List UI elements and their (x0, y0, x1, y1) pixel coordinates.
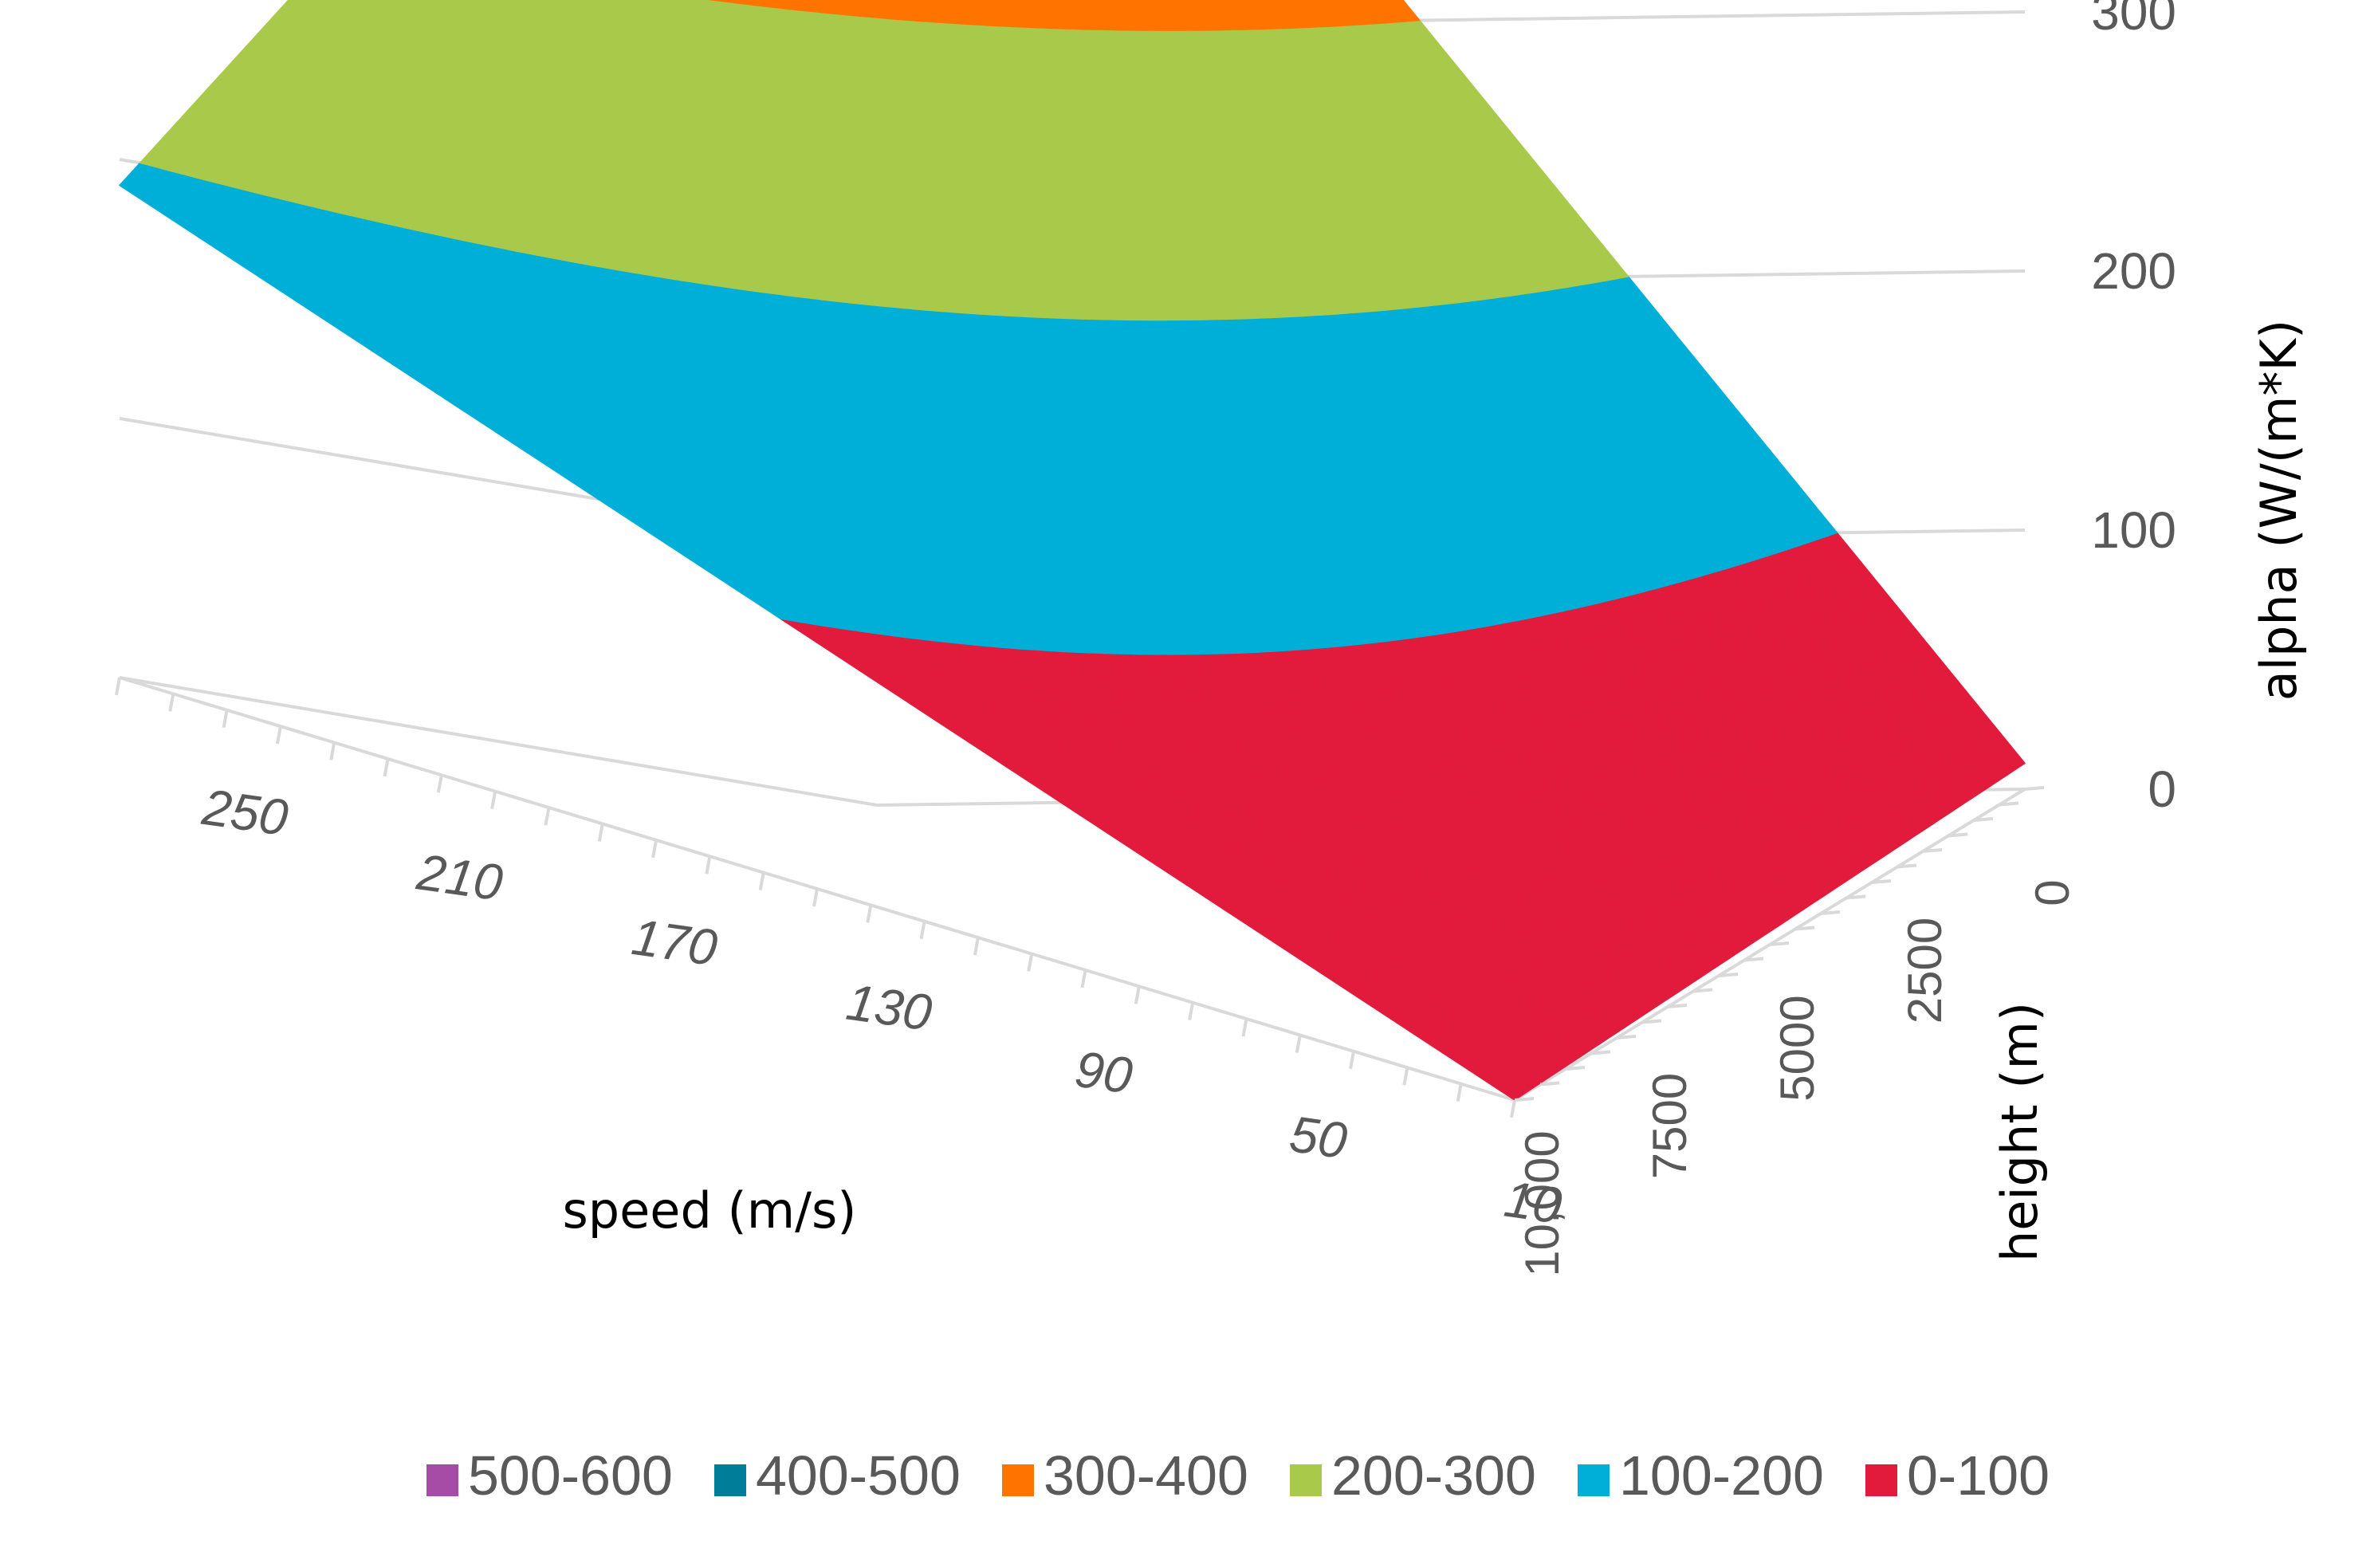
legend-swatch (1578, 1464, 1610, 1496)
speed-tick-label: 250 (198, 778, 292, 847)
height-tick-label: 5000 (1771, 995, 1824, 1101)
speed-tick-mark (1510, 1099, 1516, 1118)
height-tick-mark (1845, 894, 1866, 900)
height-axis-title: height (m) (1991, 1002, 2049, 1262)
height-tick-mark (1667, 1004, 1688, 1008)
height-tick-mark (1973, 817, 1994, 822)
speed-tick-mark (1456, 1083, 1463, 1102)
surface-band-300-400 (707, 0, 1421, 31)
speed-tick-mark (275, 725, 282, 745)
height-tick-mark (1641, 1019, 1662, 1024)
alpha-tick-label: 300 (2091, 0, 2176, 41)
alpha-tick-label: 200 (2091, 242, 2176, 300)
speed-tick-mark (383, 758, 390, 777)
legend-item: 500-600 (426, 1444, 673, 1507)
speed-tick-mark (222, 709, 229, 729)
height-tick-mark (1616, 1035, 1637, 1039)
speed-tick-mark (490, 791, 497, 810)
speed-tick-label: 130 (843, 973, 935, 1042)
surface-plot (119, 0, 2026, 1101)
legend-label: 0-100 (1907, 1444, 2050, 1507)
speed-tick-mark (1295, 1035, 1302, 1053)
speed-tick-mark (115, 677, 121, 696)
speed-tick-label: 210 (413, 843, 506, 911)
speed-tick-mark (812, 888, 819, 907)
legend-label: 300-400 (1044, 1444, 1248, 1507)
speed-tick-mark (1188, 1002, 1195, 1021)
speed-tick-mark (436, 774, 443, 793)
surface-band-0-100 (780, 532, 2026, 1101)
surface-band-200-300 (139, 0, 1629, 321)
speed-tick-mark (651, 839, 658, 859)
legend-swatch (1002, 1464, 1034, 1496)
speed-tick-mark (919, 921, 926, 940)
speed-tick-label: 170 (628, 908, 721, 977)
height-tick-mark (1948, 832, 1968, 838)
height-tick-mark (1922, 848, 1943, 853)
speed-tick-mark (1134, 985, 1141, 1004)
legend-swatch (426, 1464, 458, 1496)
height-tick-mark (1794, 925, 1815, 931)
legend-swatch (1290, 1464, 1322, 1496)
speed-tick-mark (705, 855, 712, 874)
legend-swatch (1865, 1464, 1897, 1496)
speed-tick-mark (1402, 1067, 1409, 1086)
height-axis: height (m) 0 2500 5000 7500 10,000 (1514, 786, 2079, 1277)
speed-tick-label: 50 (1287, 1105, 1351, 1169)
legend-item: 200-300 (1290, 1444, 1536, 1507)
height-tick-mark (1692, 988, 1713, 993)
height-tick-mark (1718, 973, 1739, 977)
height-tick-mark (1743, 957, 1764, 962)
height-tick-mark (1769, 941, 1790, 946)
height-tick-mark (1999, 801, 2019, 807)
alpha-axis-title: alpha (W/(m*K) (2250, 320, 2308, 701)
height-tick-mark (1539, 1081, 1560, 1087)
speed-tick-mark (168, 694, 175, 712)
legend-label: 500-600 (468, 1444, 673, 1507)
speed-tick-label: 10 (1501, 1170, 1566, 1235)
alpha-tick-label: 0 (2148, 760, 2176, 818)
legend-item: 100-200 (1578, 1444, 1824, 1507)
speed-tick-mark (866, 905, 873, 923)
legend-item: 400-500 (714, 1444, 961, 1507)
height-tick-mark (1897, 863, 1917, 869)
legend: 500-600 400-500 300-400 200-300 100-200 0-100 (426, 1444, 2050, 1507)
speed-tick-mark (329, 742, 336, 760)
speed-tick-mark (1241, 1018, 1248, 1037)
legend-label: 200-300 (1331, 1444, 1536, 1507)
speed-tick-mark (1349, 1051, 1356, 1070)
speed-tick-mark (597, 823, 604, 842)
speed-tick-mark (1027, 953, 1034, 972)
speed-axis-title: speed (m/s) (563, 1181, 857, 1240)
height-tick-mark (2024, 786, 2045, 791)
height-tick-mark (1871, 879, 1892, 884)
height-tick-mark (1820, 910, 1841, 915)
alpha-axis: alpha (W/(m*K) 0100200300400500600 (2091, 0, 2308, 818)
legend-swatch (714, 1464, 746, 1496)
speed-tick-mark (544, 807, 551, 826)
height-tick-mark (1565, 1066, 1586, 1071)
height-tick-label: 10,000 (1515, 1130, 1569, 1277)
speed-tick-mark (1080, 969, 1087, 988)
height-tick-label: 2500 (1898, 918, 1952, 1024)
height-tick-label: 0 (2026, 879, 2079, 906)
legend-label: 100-200 (1619, 1444, 1824, 1507)
speed-tick-mark (973, 937, 980, 956)
speed-tick-label: 90 (1071, 1040, 1136, 1105)
alpha-tick-label: 100 (2091, 501, 2176, 559)
legend-item: 0-100 (1865, 1444, 2050, 1507)
speed-tick-mark (758, 872, 765, 890)
height-tick-mark (1590, 1050, 1611, 1055)
surface-band-100-200 (119, 162, 1838, 655)
height-tick-mark (1514, 1097, 1535, 1102)
speed-axis: speed (m/s) 250 210 170 130 90 50 10 (115, 677, 1566, 1240)
height-tick-label: 7500 (1643, 1073, 1696, 1179)
legend-item: 300-400 (1002, 1444, 1248, 1507)
legend-label: 400-500 (756, 1444, 961, 1507)
